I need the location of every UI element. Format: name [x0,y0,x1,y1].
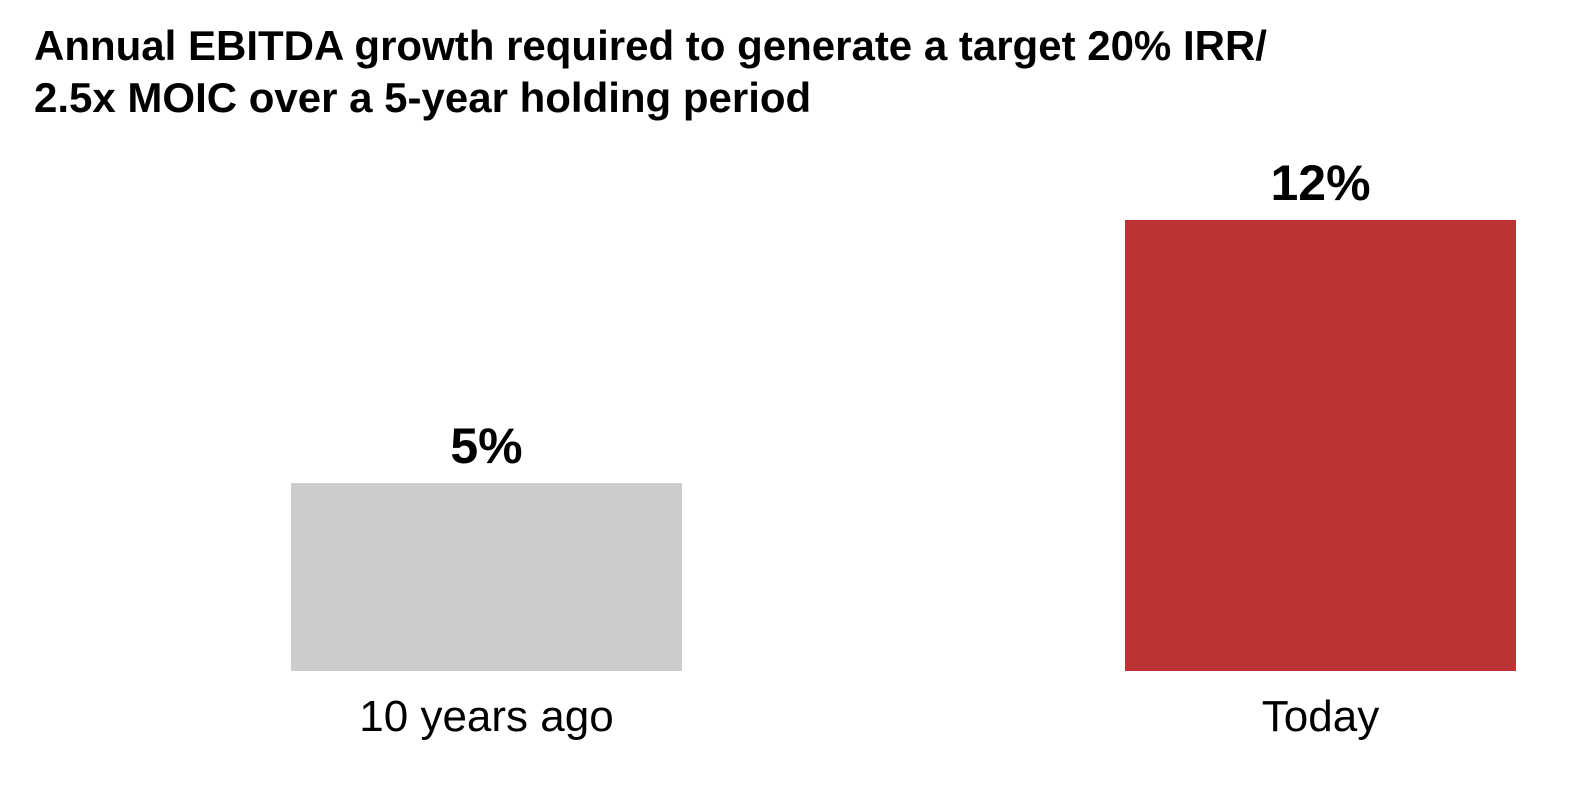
chart-title: Annual EBITDA growth required to generat… [34,22,1267,121]
category-label-1: Today [1262,692,1379,741]
value-label-0: 5% [450,418,522,474]
category-label-0: 10 years ago [359,692,613,741]
bar-0 [291,483,682,671]
bar-1 [1125,220,1516,671]
value-label-1: 12% [1270,155,1370,211]
